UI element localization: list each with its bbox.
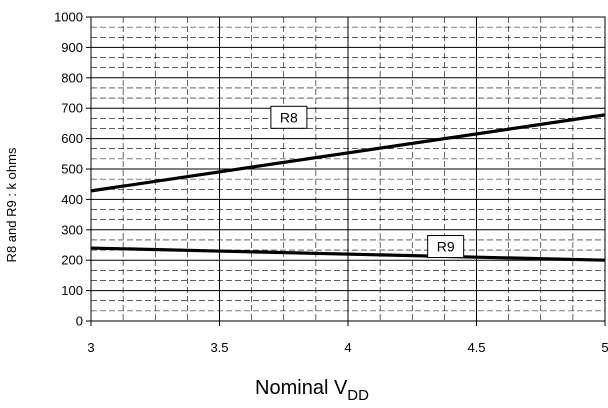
y-axis-label: R8 and R9 : k ohms	[4, 147, 19, 262]
x-tick-label: 5	[601, 340, 608, 355]
series-lines	[90, 113, 606, 262]
y-tick-label: 0	[76, 314, 83, 329]
x-axis-label: Nominal VDD	[255, 377, 369, 404]
series-callouts: R8 R9	[270, 105, 465, 259]
y-tick-label: 100	[61, 283, 83, 298]
series-line-r9	[90, 246, 606, 262]
x-tick-label: 4	[344, 340, 351, 355]
y-tick-label: 700	[61, 101, 83, 116]
callout-box-r8	[270, 105, 308, 129]
y-tick-label: 200	[61, 253, 83, 268]
y-tick-label: 500	[61, 162, 83, 177]
callout-label-r9: R9	[437, 239, 455, 255]
x-tick-label: 3.5	[210, 340, 228, 355]
x-tick-label: 3	[87, 340, 94, 355]
y-tick-label: 1000	[54, 10, 83, 25]
y-tick-label: 800	[61, 70, 83, 85]
x-tick-label: 4.5	[467, 340, 485, 355]
major-gridlines	[90, 16, 606, 322]
x-axis-label-main: Nominal V	[255, 377, 348, 399]
y-tick-label: 600	[61, 131, 83, 146]
x-axis-label-subscript: DD	[347, 387, 369, 404]
y-tick-label: 900	[61, 40, 83, 55]
y-axis-ticks: 0 100 200 300 400 500 600 700 800 900 1000	[54, 10, 91, 329]
y-tick-label: 300	[61, 222, 83, 237]
series-line-r8	[90, 113, 606, 193]
callout-label-r8: R8	[280, 109, 298, 125]
x-axis-ticks: 3 3.5 4 4.5 5	[87, 321, 608, 355]
callout-box-r9	[427, 235, 465, 259]
y-tick-label: 400	[61, 192, 83, 207]
